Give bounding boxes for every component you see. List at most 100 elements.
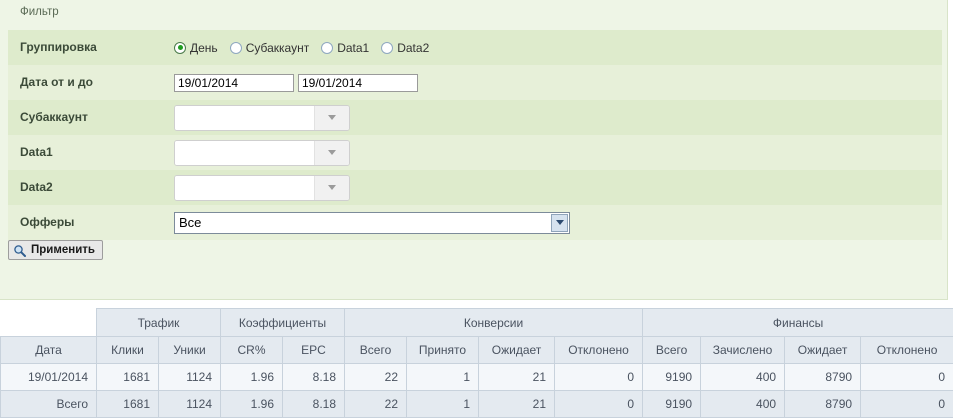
cell-conv-accepted: 1 (406, 363, 480, 391)
filter-rows: Группировка День Субаккаунт Data1 (8, 30, 942, 240)
total-cell-fin-pending: 8790 (784, 390, 862, 418)
results-table-body: 19/01/2014 1681 1124 1.96 8.18 22 1 21 0… (0, 363, 953, 418)
column-header-date[interactable]: Дата (0, 336, 97, 364)
subaccount-input[interactable] (175, 105, 314, 130)
data1-combobox[interactable] (174, 139, 350, 166)
column-header-conv-total[interactable]: Всего (344, 336, 408, 364)
subaccount-field (174, 100, 350, 135)
column-header-conv-accepted[interactable]: Принято (406, 336, 480, 364)
date-range-field (174, 65, 422, 100)
data1-field (174, 135, 350, 170)
group-header-traffic: Трафик (96, 308, 221, 337)
cell-conv-pending: 21 (478, 363, 556, 391)
column-header-row: Дата Клики Уники CR% EPC Всего Принято О… (0, 336, 953, 364)
total-cell-fin-rejected: 0 (860, 390, 953, 418)
filter-label-data2: Data2 (20, 180, 53, 194)
cell-clicks: 1681 (96, 363, 159, 391)
cell-fin-pending: 8790 (784, 363, 862, 391)
group-header-row: Трафик Коэффициенты Конверсии Финансы (0, 308, 953, 337)
total-cell-conv-rejected: 0 (554, 390, 644, 418)
cell-uniques: 1124 (158, 363, 221, 391)
radio-label-subaccount: Субаккаунт (245, 40, 310, 55)
group-header-coefficients: Коэффициенты (219, 308, 346, 337)
column-header-conv-rejected[interactable]: Отклонено (554, 336, 644, 364)
column-header-cr[interactable]: CR% (220, 336, 283, 364)
total-cell-clicks: 1681 (96, 390, 159, 418)
subaccount-dropdown-button[interactable] (314, 105, 349, 130)
total-cell-conv-accepted: 1 (406, 390, 480, 418)
group-header-finances: Финансы (642, 308, 953, 337)
chevron-down-icon (555, 220, 564, 225)
group-header-conversions: Конверсии (344, 308, 644, 337)
apply-button-label: Применить (31, 244, 95, 256)
offers-field: Все (174, 205, 570, 240)
offers-dropdown-button[interactable] (551, 213, 568, 232)
cell-fin-total: 9190 (642, 363, 702, 391)
grouping-radio-group: День Субаккаунт Data1 Data2 (174, 41, 441, 55)
radio-label-den: День (190, 40, 218, 55)
filter-row-offers: Офферы Все (8, 205, 942, 240)
data1-dropdown-button[interactable] (314, 140, 349, 165)
column-header-fin-credited[interactable]: Зачислено (700, 336, 786, 364)
filter-label-grouping: Группировка (20, 40, 97, 54)
offers-selected-value: Все (179, 214, 202, 230)
radio-option-subaccount[interactable]: Субаккаунт (229, 40, 310, 55)
column-header-conv-pending[interactable]: Ожидает (478, 336, 556, 364)
total-cell-conv-pending: 21 (478, 390, 556, 418)
filter-label-data1: Data1 (20, 145, 53, 159)
total-cell-cr: 1.96 (220, 390, 283, 418)
chevron-down-icon (328, 115, 336, 120)
total-cell-uniques: 1124 (158, 390, 221, 418)
filter-row-data1: Data1 (8, 135, 942, 170)
radio-dot-icon (321, 41, 334, 54)
cell-cr: 1.96 (220, 363, 283, 391)
date-to-input[interactable] (298, 73, 418, 92)
filter-row-subaccount: Субаккаунт (8, 100, 942, 135)
radio-dot-icon (174, 41, 186, 54)
column-header-fin-total[interactable]: Всего (642, 336, 702, 364)
filter-row-date-range: Дата от и до (8, 65, 942, 100)
cell-conv-total: 22 (344, 363, 408, 391)
table-row: 19/01/2014 1681 1124 1.96 8.18 22 1 21 0… (0, 363, 953, 391)
radio-dot-icon (381, 41, 394, 54)
filter-label-offers: Офферы (20, 215, 75, 229)
data2-combobox[interactable] (174, 174, 350, 201)
radio-option-data2[interactable]: Data2 (381, 41, 429, 55)
cell-fin-credited: 400 (700, 363, 786, 391)
radio-option-den[interactable]: День (174, 41, 218, 55)
total-cell-label: Всего (0, 390, 97, 418)
apply-button[interactable]: Применить (8, 240, 103, 260)
filter-label-date-range: Дата от и до (20, 75, 94, 89)
column-header-epc[interactable]: EPC (281, 336, 346, 364)
column-header-uniques[interactable]: Уники (158, 336, 221, 364)
data2-input[interactable] (175, 175, 314, 200)
filter-panel: Фильтр Группировка День Субаккаунт (0, 0, 948, 300)
chevron-down-icon (328, 185, 336, 190)
data2-dropdown-button[interactable] (314, 175, 349, 200)
apply-button-wrap: Применить (8, 240, 103, 260)
data2-field (174, 170, 350, 205)
cell-conv-rejected: 0 (554, 363, 644, 391)
filter-row-data2: Data2 (8, 170, 942, 205)
offers-select[interactable]: Все (174, 211, 570, 234)
grouping-field: День Субаккаунт Data1 Data2 (174, 30, 441, 65)
radio-option-data1[interactable]: Data1 (321, 41, 369, 55)
column-header-clicks[interactable]: Клики (96, 336, 159, 364)
column-header-fin-rejected[interactable]: Отклонено (860, 336, 953, 364)
filter-legend: Фильтр (20, 6, 59, 18)
cell-date: 19/01/2014 (0, 363, 97, 391)
radio-label-data2: Data2 (397, 40, 430, 55)
total-cell-fin-credited: 400 (700, 390, 786, 418)
results-table-container: Трафик Коэффициенты Конверсии Финансы Да… (0, 308, 953, 418)
total-cell-conv-total: 22 (344, 390, 408, 418)
subaccount-combobox[interactable] (174, 104, 350, 131)
cell-fin-rejected: 0 (860, 363, 953, 391)
filter-label-subaccount: Субаккаунт (20, 110, 88, 124)
data1-input[interactable] (175, 140, 314, 165)
results-table-head: Трафик Коэффициенты Конверсии Финансы Да… (0, 308, 953, 364)
date-from-input[interactable] (174, 73, 294, 92)
cell-epc: 8.18 (281, 363, 346, 391)
column-header-fin-pending[interactable]: Ожидает (784, 336, 862, 364)
filter-row-grouping: Группировка День Субаккаунт Data1 (8, 30, 942, 65)
results-table: Трафик Коэффициенты Конверсии Финансы Да… (0, 308, 953, 418)
